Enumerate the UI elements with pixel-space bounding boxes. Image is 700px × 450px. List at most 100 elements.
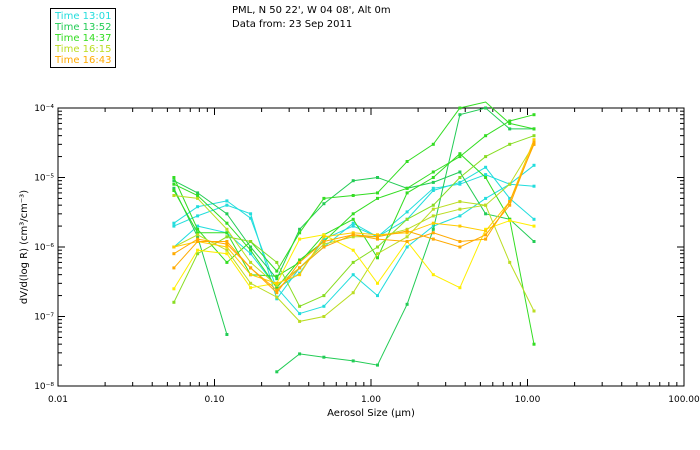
data-point — [376, 235, 379, 239]
data-point — [376, 363, 379, 367]
data-point — [225, 203, 229, 207]
data-point — [322, 233, 326, 237]
data-point — [458, 240, 462, 243]
data-point — [405, 235, 409, 239]
data-point — [298, 312, 302, 316]
data-point — [275, 297, 279, 301]
data-point — [275, 291, 279, 295]
data-point — [322, 315, 326, 318]
data-point — [172, 252, 176, 256]
data-point — [225, 199, 229, 203]
data-point — [376, 237, 379, 241]
x-tick-label: 0.01 — [48, 395, 68, 405]
data-point — [196, 237, 200, 241]
data-point — [376, 191, 379, 195]
data-point — [172, 186, 176, 190]
data-point — [532, 142, 536, 146]
data-point — [322, 355, 326, 359]
data-point — [196, 214, 200, 218]
data-point — [225, 212, 229, 216]
legend-entry: Time 14:37 — [55, 33, 112, 44]
data-point — [431, 176, 435, 179]
data-point — [322, 237, 326, 241]
data-point — [298, 266, 302, 270]
data-point — [458, 200, 462, 204]
data-point — [351, 273, 355, 277]
data-point — [225, 242, 229, 246]
data-point — [405, 229, 409, 233]
data-point — [532, 184, 536, 188]
data-point — [275, 288, 279, 292]
data-point — [484, 233, 488, 237]
data-point — [508, 203, 512, 207]
series-line — [173, 188, 228, 335]
data-point — [458, 170, 462, 174]
data-point — [275, 286, 279, 290]
data-point — [275, 295, 279, 299]
data-point — [458, 180, 462, 184]
data-point — [532, 224, 536, 228]
legend-entry: Time 16:43 — [55, 55, 112, 66]
data-point — [172, 300, 176, 304]
title-line-location: PML, N 50 22', W 04 08', Alt 0m — [232, 5, 391, 16]
data-point — [484, 196, 488, 200]
data-point — [484, 165, 488, 169]
data-point — [196, 196, 200, 200]
data-point — [458, 152, 462, 156]
data-point — [532, 134, 536, 138]
data-point — [351, 260, 355, 264]
data-point — [196, 224, 200, 228]
data-point — [351, 291, 355, 295]
y-tick-label: 10⁻⁵ — [34, 174, 54, 184]
data-point — [458, 155, 462, 159]
data-point — [196, 248, 200, 252]
data-point — [196, 235, 200, 239]
data-point — [172, 266, 176, 270]
data-point — [298, 319, 302, 323]
data-point — [322, 242, 326, 246]
y-tick-label: 10⁻⁷ — [34, 313, 54, 323]
data-point — [225, 235, 229, 239]
data-point — [508, 119, 512, 123]
data-point — [172, 224, 176, 228]
data-point — [484, 203, 488, 207]
x-tick-label: 0.10 — [204, 395, 224, 405]
data-point — [532, 342, 536, 346]
data-point — [458, 113, 462, 117]
data-point — [431, 231, 435, 235]
data-point — [196, 205, 200, 209]
series-line — [173, 142, 535, 294]
data-point — [431, 221, 435, 225]
series — [172, 170, 536, 281]
data-point — [196, 252, 200, 256]
data-point — [249, 240, 253, 243]
data-point — [376, 256, 379, 260]
data-point — [405, 191, 409, 195]
data-point — [458, 286, 462, 290]
data-point — [405, 160, 409, 163]
data-point — [532, 127, 536, 131]
data-point — [275, 274, 279, 278]
data-point — [298, 258, 302, 262]
data-point — [275, 281, 279, 285]
data-point — [458, 245, 462, 249]
data-point — [484, 212, 488, 216]
data-point — [431, 227, 435, 231]
data-point — [376, 252, 379, 256]
data-point — [508, 142, 512, 146]
data-point — [431, 189, 435, 192]
data-point — [508, 200, 512, 204]
data-point — [484, 176, 488, 179]
data-point — [508, 182, 512, 186]
data-point — [431, 237, 435, 241]
data-point — [196, 231, 200, 235]
data-point — [249, 252, 253, 256]
data-point — [351, 221, 355, 225]
data-point — [196, 233, 200, 237]
data-point — [351, 224, 355, 228]
y-axis-label: dV/d(log R) (cm³/cm⁻³) — [19, 190, 30, 304]
series — [275, 106, 536, 374]
data-point — [508, 260, 512, 264]
data-point — [431, 224, 435, 228]
data-point — [405, 245, 409, 249]
